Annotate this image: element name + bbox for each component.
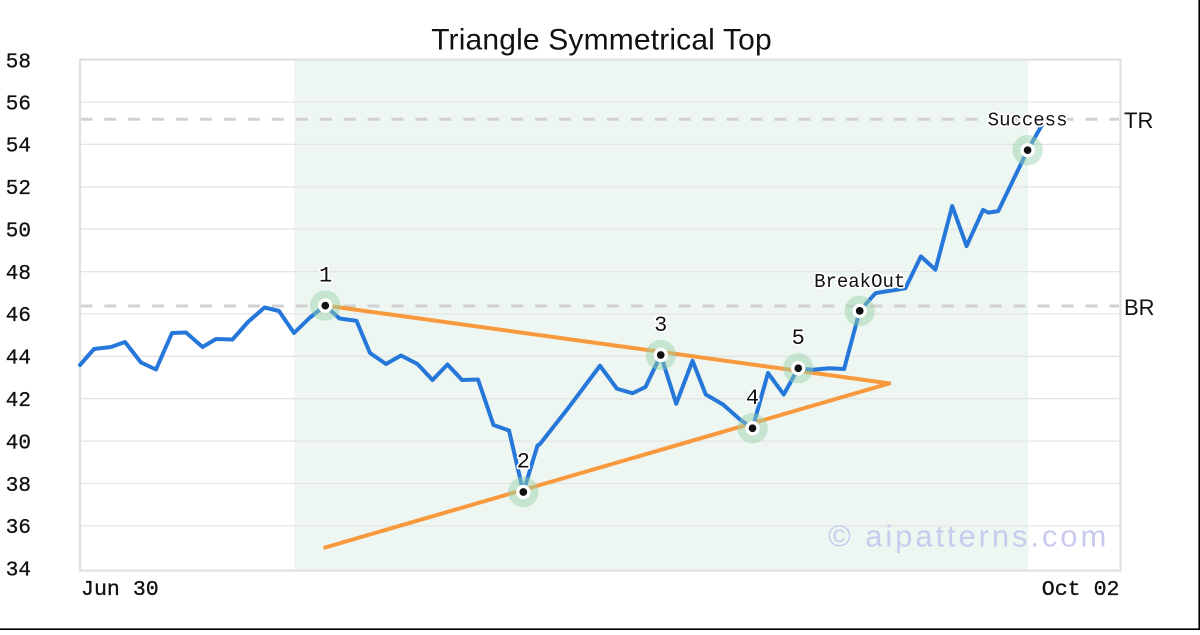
svg-text:46: 46: [6, 305, 31, 328]
svg-text:34: 34: [6, 560, 31, 583]
svg-text:50: 50: [6, 221, 31, 244]
svg-text:Jun 30: Jun 30: [81, 578, 159, 602]
svg-text:4: 4: [746, 386, 759, 411]
svg-text:TR: TR: [1124, 108, 1153, 133]
svg-text:38: 38: [6, 475, 31, 498]
svg-text:36: 36: [6, 517, 31, 540]
svg-text:40: 40: [6, 432, 31, 455]
svg-text:42: 42: [6, 390, 31, 413]
svg-text:48: 48: [6, 263, 31, 286]
svg-text:54: 54: [6, 136, 31, 159]
svg-text:5: 5: [792, 326, 805, 351]
svg-text:52: 52: [6, 178, 31, 201]
svg-text:2: 2: [517, 450, 530, 475]
svg-text:Oct 02: Oct 02: [1042, 578, 1120, 602]
svg-text:© aipatterns.com: © aipatterns.com: [828, 519, 1109, 554]
svg-text:3: 3: [654, 313, 667, 338]
svg-text:Success: Success: [988, 110, 1068, 132]
svg-text:BR: BR: [1124, 295, 1155, 320]
svg-text:44: 44: [6, 348, 31, 371]
svg-text:56: 56: [6, 93, 31, 116]
svg-text:1: 1: [319, 263, 332, 288]
svg-text:Triangle Symmetrical Top: Triangle Symmetrical Top: [431, 24, 772, 57]
svg-text:58: 58: [6, 51, 31, 74]
svg-text:BreakOut: BreakOut: [814, 271, 905, 293]
